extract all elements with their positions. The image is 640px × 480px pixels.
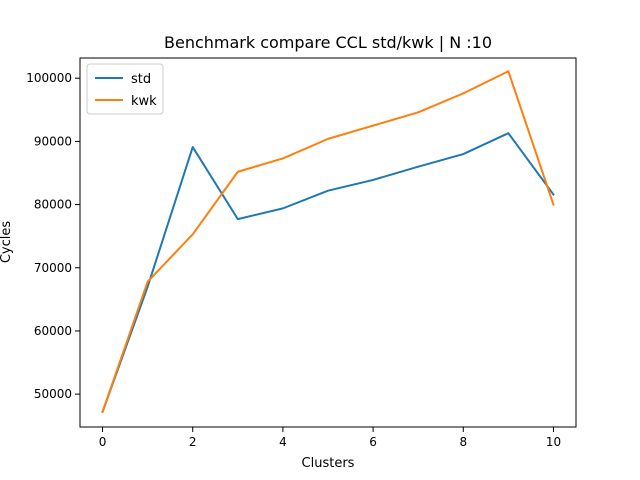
x-tick-label: 0 xyxy=(99,435,107,449)
x-tick-label: 10 xyxy=(546,435,561,449)
y-tick-label: 70000 xyxy=(34,261,72,275)
y-tick-label: 50000 xyxy=(34,387,72,401)
y-axis-label: Cycles xyxy=(0,221,14,264)
y-tick-label: 90000 xyxy=(34,134,72,148)
axes-frame xyxy=(79,57,577,428)
x-tick-label: 4 xyxy=(279,435,287,449)
series-line-kwk xyxy=(101,70,555,414)
y-tick-label: 80000 xyxy=(34,198,72,212)
legend-label-kwk: kwk xyxy=(131,94,157,109)
legend-box xyxy=(86,63,164,115)
legend-label-std: std xyxy=(131,72,151,87)
x-tick-label: 2 xyxy=(189,435,197,449)
plot-area: 0 2 4 6 8 10 50000 60000 70000 80000 90000 100000 st… xyxy=(26,57,577,449)
x-axis-label: Clusters xyxy=(302,456,355,471)
y-tick-label: 60000 xyxy=(34,324,72,338)
y-tick-label: 100000 xyxy=(26,71,72,85)
x-tick-label: 8 xyxy=(459,435,467,449)
series-line-std xyxy=(101,132,555,414)
x-tick-label: 6 xyxy=(369,435,377,449)
chart-title: Benchmark compare CCL std/kwk | N :10 xyxy=(164,33,492,52)
